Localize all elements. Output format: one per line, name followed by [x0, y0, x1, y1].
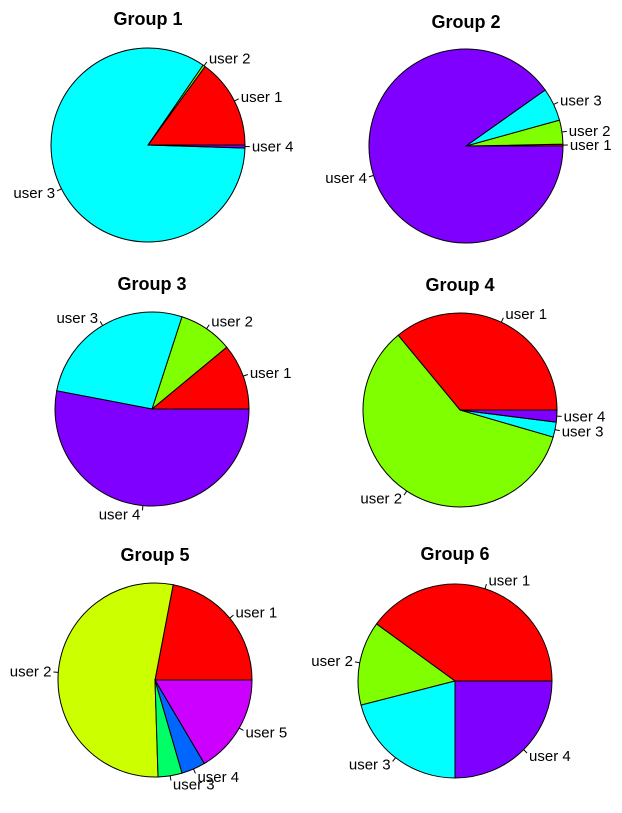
slice-label: user 1 — [250, 365, 292, 382]
pie-slice — [357, 623, 457, 706]
slice-label: user 2 — [569, 123, 611, 140]
slice-label: user 4 — [252, 139, 294, 156]
pie-slice — [454, 680, 553, 779]
slice-leader-line — [229, 614, 234, 619]
pie-slice — [56, 311, 183, 410]
pie-slice — [362, 334, 554, 508]
pie-slice — [50, 47, 246, 243]
slice-label: user 4 — [564, 409, 606, 426]
slice-label: user 2 — [311, 653, 353, 670]
slice-label: user 1 — [505, 306, 547, 323]
pie-slice — [154, 679, 253, 765]
slice-leader-line — [561, 130, 567, 133]
pie-group-6: Group 6 user 1 user 2 user 3 user 4 — [311, 544, 571, 779]
pie-slice — [147, 65, 246, 146]
slice-leader-line — [243, 374, 248, 377]
slice-leader-line — [56, 188, 62, 192]
slice-label: user 4 — [197, 769, 239, 786]
slice-label: user 1 — [241, 89, 283, 106]
slice-label: user 2 — [211, 313, 253, 330]
slice-leader-line — [484, 583, 487, 589]
slice-label: user 1 — [488, 572, 530, 589]
pie-title: Group 1 — [113, 9, 182, 29]
slice-label: user 3 — [349, 757, 391, 774]
slice-leader-line — [169, 775, 172, 781]
slice-label: user 5 — [245, 724, 287, 741]
slice-label: user 1 — [235, 605, 277, 622]
slice-leader-line — [354, 661, 360, 664]
pie-slice — [397, 312, 558, 411]
slice-leader-line — [500, 317, 504, 323]
slice-leader-line — [239, 727, 244, 731]
slice-label: user 3 — [560, 93, 602, 110]
pie-group-3: Group 3 user 1 user 2 user 3 user 4 — [54, 274, 292, 523]
pie-title: Group 4 — [425, 275, 494, 295]
slice-leader-line — [553, 101, 559, 105]
pie-title: Group 6 — [420, 544, 489, 564]
pie-title: Group 2 — [431, 12, 500, 32]
slice-label: user 3 — [13, 185, 55, 202]
slice-leader-line — [392, 757, 396, 762]
slice-label: user 4 — [99, 506, 141, 523]
slice-leader-line — [99, 321, 104, 326]
slice-label: user 3 — [562, 423, 604, 440]
slice-label: user 3 — [173, 777, 215, 794]
slice-label: user 2 — [360, 490, 402, 507]
pie-slice — [147, 144, 246, 149]
pie-slice — [368, 48, 564, 244]
slice-label: user 2 — [10, 664, 52, 681]
slice-label: user 2 — [209, 51, 251, 68]
pie-slice — [150, 346, 250, 410]
slice-leader-line — [368, 174, 374, 178]
pie-slice — [154, 584, 253, 681]
slice-leader-line — [523, 749, 528, 754]
slice-leader-line — [206, 324, 210, 330]
slice-leader-line — [403, 490, 408, 496]
slice-leader-line — [554, 429, 560, 432]
pie-group-1: Group 1 user 1 user 2 user 3 user 4 — [13, 9, 294, 243]
slice-leader-line — [234, 98, 239, 102]
slice-label: user 4 — [325, 170, 367, 187]
pie-title: Group 3 — [117, 274, 186, 294]
slice-leader-line — [193, 768, 196, 774]
slice-label: user 3 — [56, 310, 98, 327]
pie-slice — [360, 680, 456, 779]
slice-label: user 1 — [570, 137, 612, 154]
slice-leader-line — [203, 61, 208, 67]
slice-label: user 4 — [529, 748, 571, 765]
pie-title: Group 5 — [120, 545, 189, 565]
